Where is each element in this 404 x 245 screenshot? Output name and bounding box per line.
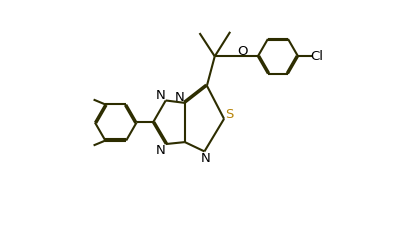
Text: N: N: [156, 88, 165, 102]
Text: N: N: [156, 144, 165, 158]
Text: N: N: [201, 152, 210, 165]
Text: S: S: [225, 108, 233, 121]
Text: Cl: Cl: [310, 50, 323, 63]
Text: N: N: [175, 91, 184, 104]
Text: O: O: [238, 45, 248, 58]
